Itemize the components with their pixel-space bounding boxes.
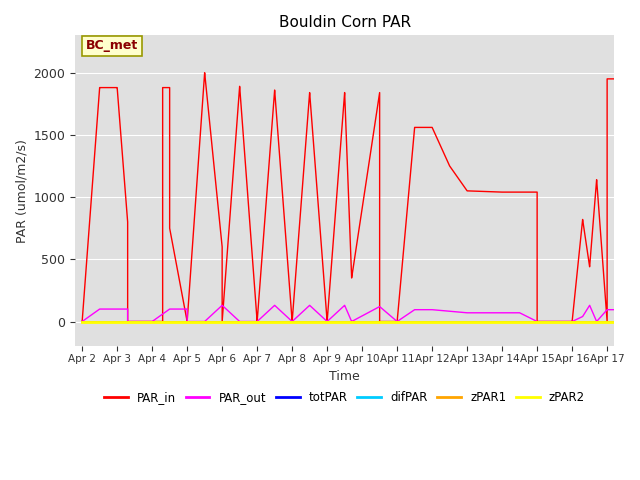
Title: Bouldin Corn PAR: Bouldin Corn PAR (278, 15, 411, 30)
Legend: PAR_in, PAR_out, totPAR, difPAR, zPAR1, zPAR2: PAR_in, PAR_out, totPAR, difPAR, zPAR1, … (99, 386, 590, 409)
X-axis label: Time: Time (329, 370, 360, 383)
Text: BC_met: BC_met (86, 39, 138, 52)
Y-axis label: PAR (umol/m2/s): PAR (umol/m2/s) (15, 139, 28, 243)
